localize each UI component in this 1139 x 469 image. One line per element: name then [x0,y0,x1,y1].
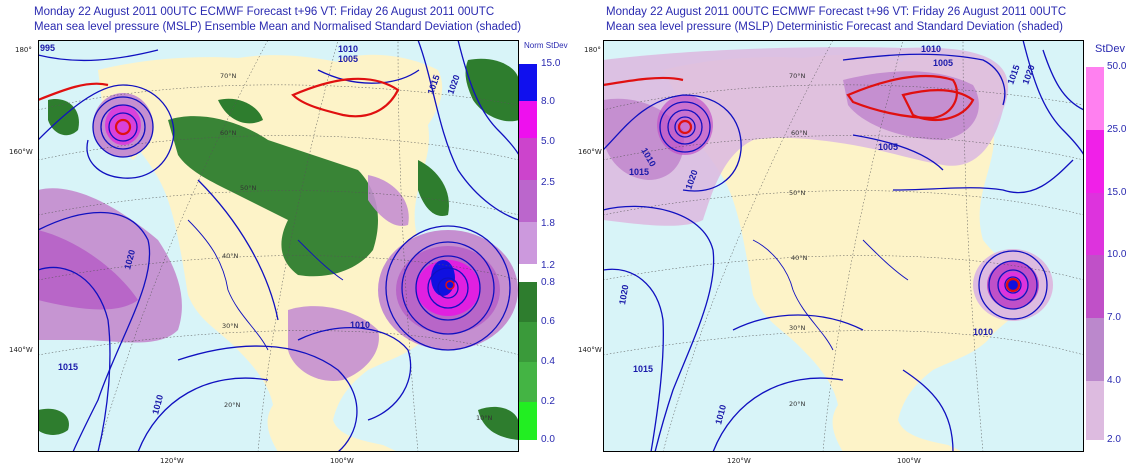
svg-text:70°N: 70°N [789,72,806,80]
right-tick-5: 4.0 [1107,375,1121,386]
svg-text:1005: 1005 [338,54,358,64]
right-scale-seg-1 [1086,130,1104,193]
left-scale-seg-6 [519,282,537,322]
right-lon-label-120w: 120°W [727,457,751,465]
left-tick-1: 8.0 [541,96,555,107]
right-colorbar-title: StDev [1095,43,1125,55]
svg-text:1015: 1015 [633,364,653,374]
svg-text:50°N: 50°N [789,189,806,197]
svg-text:1010: 1010 [921,44,941,54]
left-tick-0: 15.0 [541,58,561,69]
svg-text:1015: 1015 [58,362,78,372]
svg-text:1005: 1005 [933,58,953,68]
right-scale-seg-0 [1086,67,1104,130]
svg-text:40°N: 40°N [222,252,239,260]
left-lat-label-160w: 160°W [9,148,33,156]
svg-text:60°N: 60°N [220,129,237,137]
svg-text:995: 995 [40,43,55,53]
left-scale-seg-0 [519,64,537,101]
left-tick-5: 1.2 [541,260,555,271]
right-scale-seg-2 [1086,193,1104,255]
svg-text:70°N: 70°N [220,72,237,80]
svg-text:40°N: 40°N [791,254,808,262]
right-tick-0: 50.0 [1107,61,1127,72]
left-title-line1: Monday 22 August 2011 00UTC ECMWF Foreca… [34,6,495,18]
left-tick-10: 0.0 [541,434,555,445]
left-scale-seg-4 [519,222,537,264]
svg-text:30°N: 30°N [222,322,239,330]
svg-text:50°N: 50°N [240,184,257,192]
left-tick-9: 0.2 [541,396,555,407]
left-scale-seg-7 [519,322,537,362]
right-tick-6: 2.0 [1107,434,1121,445]
svg-text:20°N: 20°N [224,401,241,409]
left-tick-3: 2.5 [541,177,555,188]
left-tick-6: 0.8 [541,277,555,288]
right-tick-3: 10.0 [1107,249,1127,260]
left-lat-label-140w: 140°W [9,346,33,354]
left-scale-seg-9 [519,402,537,440]
right-title-line2: Mean sea level pressure (MSLP) Determini… [606,21,1064,33]
left-map: 995 1010 1005 1015 1020 1020 1010 1015 1… [38,40,519,452]
right-map: 1010 1005 1015 1020 1010 1015 1020 1005 … [603,40,1084,452]
svg-text:20°N: 20°N [789,400,806,408]
right-lat-label-140w: 140°W [578,346,602,354]
left-colorbar-title: Norm StDev [524,41,568,50]
svg-text:1010: 1010 [338,44,358,54]
svg-text:1015: 1015 [629,167,649,177]
right-lon-label-100w: 100°W [897,457,921,465]
right-scale-seg-4 [1086,318,1104,381]
left-tick-2: 5.0 [541,136,555,147]
right-scale-seg-3 [1086,255,1104,318]
left-colorbar: Norm StDev 15.0 8.0 5.0 2.5 1.8 1.2 0.8 … [519,40,569,452]
svg-text:1005: 1005 [878,142,898,152]
svg-text:1020: 1020 [617,284,630,305]
right-map-svg: 1010 1005 1015 1020 1010 1015 1020 1005 … [603,40,1084,452]
left-tick-8: 0.4 [541,356,555,367]
svg-text:1010: 1010 [973,327,993,337]
right-tick-2: 15.0 [1107,187,1127,198]
svg-text:30°N: 30°N [789,324,806,332]
right-scale-seg-5 [1086,381,1104,440]
right-title-line1: Monday 22 August 2011 00UTC ECMWF Foreca… [606,6,1067,18]
left-scale-seg-5 [519,264,537,282]
right-lat-label-160w: 160°W [578,148,602,156]
left-scale-seg-3 [519,180,537,222]
left-scale-seg-8 [519,362,537,402]
left-lon-label-100w: 100°W [330,457,354,465]
left-tick-4: 1.8 [541,218,555,229]
right-colorbar: StDev 50.0 25.0 15.0 10.0 7.0 4.0 2.0 [1086,40,1136,452]
left-map-svg: 995 1010 1005 1015 1020 1020 1010 1015 1… [38,40,519,452]
right-tick-1: 25.0 [1107,124,1127,135]
right-tick-4: 7.0 [1107,312,1121,323]
left-scale-seg-2 [519,138,537,180]
left-scale-seg-1 [519,101,537,138]
svg-text:10°N: 10°N [476,414,493,422]
left-lat-label-180: 180° [15,46,32,54]
left-title-line2: Mean sea level pressure (MSLP) Ensemble … [34,21,522,33]
left-tick-7: 0.6 [541,316,555,327]
svg-text:60°N: 60°N [791,129,808,137]
left-lon-label-120w: 120°W [160,457,184,465]
right-lat-label-180: 180° [584,46,601,54]
svg-text:1010: 1010 [350,320,370,330]
